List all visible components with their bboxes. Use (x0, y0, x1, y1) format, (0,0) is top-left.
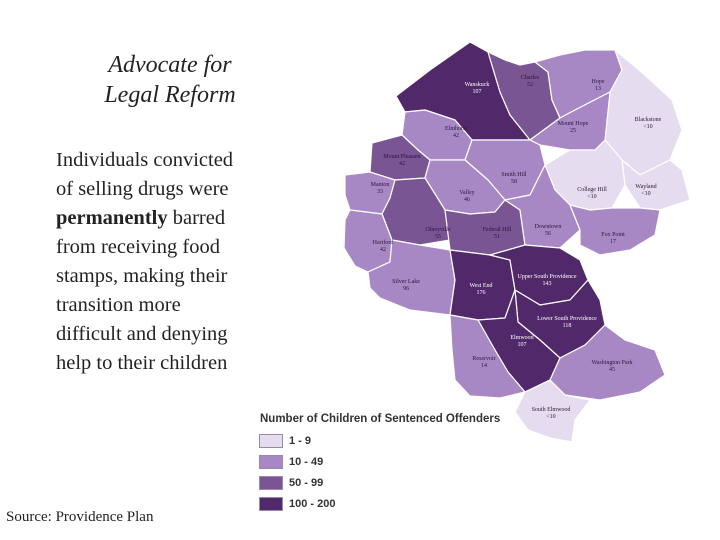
legend-item: 100 - 200 (259, 497, 335, 511)
title-line-2: Legal Reform (104, 82, 236, 108)
label-blackstone: Blackstone <10 (635, 117, 662, 130)
label-valley: Valley 46 (459, 190, 474, 203)
label-federal-hill: Federal Hill 51 (483, 227, 512, 240)
body-line-3-rest: barred (167, 207, 226, 229)
label-manton: Manton 33 (371, 182, 390, 195)
label-reservoir: Reservoir 14 (472, 356, 495, 369)
body-line-8: help to their children (56, 352, 228, 374)
legend-item: 50 - 99 (259, 476, 323, 490)
label-wanskuck: Wanskuck 107 (465, 82, 490, 95)
region-reservoir (449, 314, 526, 399)
legend-title: Number of Children of Sentenced Offender… (260, 413, 501, 425)
legend-label: 100 - 200 (289, 498, 336, 510)
legend-label: 1 - 9 (289, 435, 312, 447)
source-note: Source: Providence Plan (6, 509, 154, 525)
legend-swatch (259, 476, 283, 490)
legend-swatch (259, 434, 283, 448)
label-lower-south-providence: Lower South Providence 118 (537, 316, 597, 329)
label-upper-south-providence: Upper South Providence 143 (518, 274, 577, 287)
body-line-4: from receiving food (56, 236, 220, 258)
label-mount-hope: Mount Hope 25 (558, 121, 589, 134)
label-downtown: Downtown 56 (535, 224, 562, 237)
region-fox-point (569, 204, 661, 256)
region-wayland (621, 159, 691, 211)
legend-swatch (259, 497, 283, 511)
body-text: Individuals convicted of selling drugs w… (56, 146, 306, 378)
body-line-3: permanently barred (56, 204, 306, 233)
body-line-1: Individuals convicted (56, 149, 234, 171)
legend-label: 10 - 49 (289, 456, 324, 468)
label-hartford: Hartford 42 (373, 239, 394, 253)
neighborhood-labels: Wanskuck 107 Charles 52 Hope 13 Blackstone <… (371, 75, 662, 420)
legend-item: 1 - 9 (259, 434, 311, 448)
region-south-elmwood (514, 379, 591, 443)
label-silver-lake: Silver Lake 96 (392, 279, 420, 292)
legend-label: 50 - 99 (289, 477, 324, 489)
label-washington-park: Washington Park 45 (591, 360, 632, 373)
slide-title: Advocate for Legal Reform (60, 50, 280, 110)
label-olneyville: Olneyville 55 (425, 227, 451, 240)
body-line-5: stamps, making their (56, 265, 228, 287)
legend-swatch (259, 455, 283, 469)
body-line-7: difficult and denying (56, 323, 228, 345)
label-elmhurst: Elmhurst 42 (445, 126, 467, 139)
body-emphasis: permanently (56, 207, 168, 229)
label-wayland: Wayland <10 (635, 184, 656, 197)
title-line-1: Advocate for (108, 52, 232, 78)
legend-item: 10 - 49 (259, 455, 323, 469)
label-west-end: West End 176 (469, 283, 492, 296)
body-line-6: transition more (56, 294, 181, 316)
label-mount-pleasant: Mount Pleasant 42 (383, 154, 421, 167)
label-elmwood: Elmwood 107 (510, 335, 533, 348)
label-college-hill: College Hill <10 (577, 187, 607, 200)
label-south-elmwood: South Elmwood <10 (532, 407, 571, 420)
label-hope: Hope 13 (592, 79, 605, 92)
label-smith-hill: Smith Hill 58 (501, 172, 527, 185)
label-fox-point: Fox Point 17 (601, 232, 625, 245)
label-charles: Charles 52 (521, 75, 540, 88)
body-line-2: of selling drugs were (56, 178, 229, 200)
